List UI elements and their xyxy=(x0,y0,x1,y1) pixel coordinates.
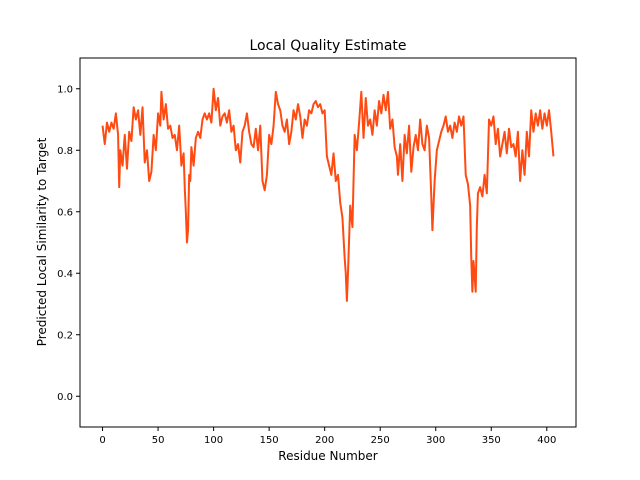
x-tick-label: 100 xyxy=(204,435,223,446)
y-tick-label: 0.4 xyxy=(57,269,73,280)
y-tick-label: 0.2 xyxy=(57,330,73,341)
x-tick-label: 400 xyxy=(537,435,556,446)
data-line xyxy=(101,87,555,302)
y-tick-label: 0.6 xyxy=(57,207,73,218)
chart-title: Local Quality Estimate xyxy=(249,38,406,54)
x-tick-label: 350 xyxy=(482,435,501,446)
x-tick-label: 200 xyxy=(315,435,334,446)
x-tick-label: 150 xyxy=(260,435,279,446)
x-axis-label: Residue Number xyxy=(278,449,377,463)
y-tick-label: 0.0 xyxy=(57,392,73,403)
x-tick-label: 300 xyxy=(426,435,445,446)
plot-frame xyxy=(79,57,577,428)
x-tick-label: 50 xyxy=(152,435,165,446)
x-tick-label: 250 xyxy=(371,435,390,446)
y-tick-label: 0.8 xyxy=(57,146,73,157)
y-axis-label: Predicted Local Similarity to Target xyxy=(35,137,49,346)
y-tick-label: 1.0 xyxy=(57,84,73,95)
x-tick-label: 0 xyxy=(99,435,105,446)
